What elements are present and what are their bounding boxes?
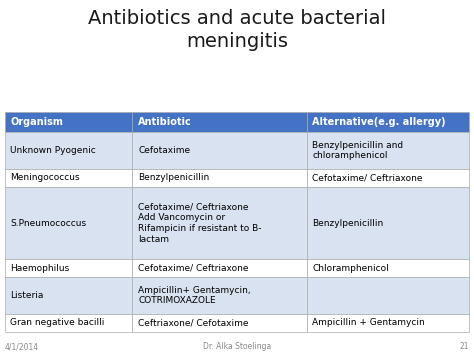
Text: Listeria: Listeria — [10, 291, 44, 300]
Text: S.Pneumococcus: S.Pneumococcus — [10, 219, 87, 228]
Text: Benzylpenicillin and
chloramphenicol: Benzylpenicillin and chloramphenicol — [312, 141, 403, 160]
Text: Meningococcus: Meningococcus — [10, 173, 80, 182]
Text: Haemophilus: Haemophilus — [10, 264, 70, 273]
Bar — [307, 278, 469, 314]
Bar — [5, 259, 132, 278]
Text: Antibiotics and acute bacterial
meningitis: Antibiotics and acute bacterial meningit… — [88, 9, 386, 51]
Bar — [307, 169, 469, 187]
Bar — [307, 132, 469, 169]
Text: Cefotaxime: Cefotaxime — [138, 146, 190, 155]
Bar — [5, 132, 132, 169]
Bar — [307, 314, 469, 332]
Bar — [5, 169, 132, 187]
Text: Benzylpenicillin: Benzylpenicillin — [138, 173, 210, 182]
Text: Antibiotic: Antibiotic — [138, 117, 192, 127]
Text: Organism: Organism — [10, 117, 64, 127]
Bar — [307, 259, 469, 278]
Text: 4/1/2014: 4/1/2014 — [5, 343, 39, 351]
Bar — [132, 112, 307, 132]
Bar — [132, 132, 307, 169]
Text: Ampicillin+ Gentamycin,
COTRIMOXAZOLE: Ampicillin+ Gentamycin, COTRIMOXAZOLE — [138, 286, 251, 306]
Bar — [132, 314, 307, 332]
Text: Alternative(e.g. allergy): Alternative(e.g. allergy) — [312, 117, 446, 127]
Text: Dr. Alka Stoelinga: Dr. Alka Stoelinga — [203, 343, 271, 351]
Text: Benzylpenicillin: Benzylpenicillin — [312, 219, 383, 228]
Bar — [307, 187, 469, 259]
Text: Chloramphenicol: Chloramphenicol — [312, 264, 389, 273]
Bar — [5, 314, 132, 332]
Text: Cefotaxime/ Ceftriaxone
Add Vancomycin or
Rifampicin if resistant to B-
lactam: Cefotaxime/ Ceftriaxone Add Vancomycin o… — [138, 202, 262, 244]
Text: Ceftriaxone/ Cefotaxime: Ceftriaxone/ Cefotaxime — [138, 318, 249, 327]
Text: Cefotaxime/ Ceftriaxone: Cefotaxime/ Ceftriaxone — [312, 173, 423, 182]
Bar — [5, 112, 132, 132]
Bar — [307, 112, 469, 132]
Bar — [5, 187, 132, 259]
Bar — [132, 187, 307, 259]
Text: Ampicillin + Gentamycin: Ampicillin + Gentamycin — [312, 318, 425, 327]
Bar — [132, 169, 307, 187]
Bar — [5, 278, 132, 314]
Text: 21: 21 — [460, 343, 469, 351]
Text: Gran negative bacilli: Gran negative bacilli — [10, 318, 105, 327]
Bar — [132, 278, 307, 314]
Text: Cefotaxime/ Ceftriaxone: Cefotaxime/ Ceftriaxone — [138, 264, 249, 273]
Bar — [132, 259, 307, 278]
Text: Unknown Pyogenic: Unknown Pyogenic — [10, 146, 96, 155]
